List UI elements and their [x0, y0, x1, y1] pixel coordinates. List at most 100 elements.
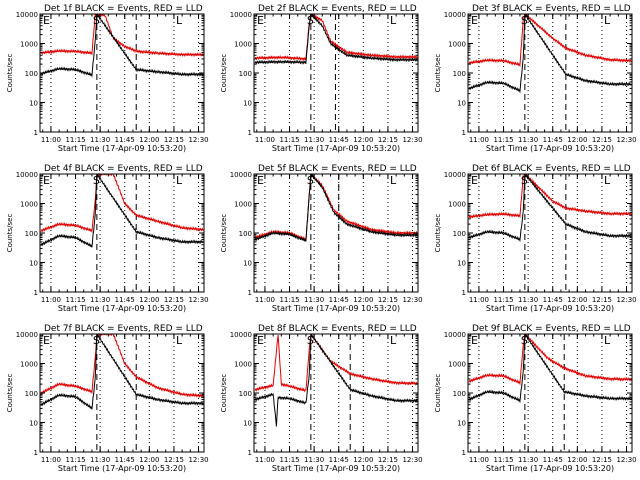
x-tick-label: 11:00 — [41, 456, 61, 464]
x-axis-label: Start Time (17-Apr-09 10:53:20) — [486, 464, 614, 473]
plot-title: Det 8f BLACK = Events, RED = LLD — [258, 324, 417, 334]
phase-marker-l: L — [604, 174, 611, 187]
x-tick-label: 11:45 — [329, 136, 349, 144]
phase-marker-e: E — [43, 174, 50, 187]
y-tick-label: 1 — [462, 129, 466, 137]
phase-marker-l: L — [604, 334, 611, 347]
y-tick-label: 10000 — [444, 331, 466, 339]
phase-marker-s: S — [93, 14, 100, 27]
y-tick-label: 1000 — [448, 41, 466, 49]
lld-series-line — [40, 14, 204, 57]
x-tick-label: 12:15 — [378, 136, 398, 144]
x-tick-label: 11:00 — [469, 296, 489, 304]
phase-marker-l: L — [390, 174, 397, 187]
plot-panel-4: Det 4f BLACK = Events, RED = LLD Counts/s… — [6, 164, 209, 313]
x-tick-label: 11:00 — [469, 456, 489, 464]
y-tick-label: 10000 — [16, 331, 38, 339]
y-tick-label: 100 — [239, 390, 252, 398]
y-tick-label: 1000 — [20, 41, 38, 49]
x-tick-label: 11:30 — [90, 136, 110, 144]
y-tick-label: 100 — [25, 230, 38, 238]
y-axis-label: Counts/sec — [6, 214, 14, 253]
plot-title: Det 1f BLACK = Events, RED = LLD — [44, 4, 203, 14]
x-tick-label: 12:30 — [188, 456, 208, 464]
phase-marker-l: L — [176, 14, 183, 27]
plot-panel-2: Det 2f BLACK = Events, RED = LLD Counts/s… — [220, 4, 423, 153]
x-tick-label: 11:45 — [543, 456, 563, 464]
y-tick-label: 100 — [453, 390, 466, 398]
y-tick-label: 10 — [29, 100, 38, 108]
phase-marker-s: S — [521, 174, 528, 187]
x-tick-label: 12:00 — [139, 296, 159, 304]
phase-marker-e: E — [471, 174, 478, 187]
events-series-line — [468, 334, 632, 404]
plot-frame — [467, 13, 633, 133]
y-tick-label: 100 — [239, 230, 252, 238]
x-tick-label: 12:00 — [353, 456, 373, 464]
x-tick-label: 12:00 — [139, 136, 159, 144]
lld-series-line — [254, 334, 418, 393]
x-tick-label: 12:30 — [188, 296, 208, 304]
x-tick-label: 12:00 — [567, 456, 587, 464]
y-tick-label: 1000 — [448, 201, 466, 209]
x-tick-label: 11:00 — [41, 136, 61, 144]
plot-frame — [467, 333, 633, 453]
x-tick-label: 12:15 — [378, 456, 398, 464]
y-tick-label: 10 — [457, 100, 466, 108]
x-tick-label: 12:15 — [164, 136, 184, 144]
phase-marker-e: E — [257, 174, 264, 187]
y-axis-label: Counts/sec — [220, 54, 228, 93]
x-tick-label: 11:00 — [255, 136, 275, 144]
x-tick-label: 12:30 — [402, 296, 422, 304]
phase-marker-l: L — [176, 334, 183, 347]
x-tick-label: 11:15 — [493, 296, 513, 304]
y-tick-label: 1000 — [234, 41, 252, 49]
x-tick-label: 11:45 — [543, 296, 563, 304]
phase-marker-e: E — [257, 334, 264, 347]
plot-title: Det 7f BLACK = Events, RED = LLD — [44, 324, 203, 334]
y-tick-label: 10 — [29, 420, 38, 428]
x-tick-label: 11:15 — [279, 136, 299, 144]
lld-series-line — [40, 334, 204, 398]
y-axis-label: Counts/sec — [434, 374, 442, 413]
x-tick-label: 11:45 — [329, 456, 349, 464]
x-tick-label: 12:00 — [567, 296, 587, 304]
phase-marker-s: S — [307, 174, 314, 187]
phase-marker-e: E — [257, 14, 264, 27]
lld-series-line — [254, 14, 418, 62]
y-tick-label: 1 — [462, 449, 466, 457]
x-tick-label: 11:45 — [115, 136, 135, 144]
x-axis-label: Start Time (17-Apr-09 10:53:20) — [58, 464, 186, 473]
x-tick-label: 12:30 — [616, 296, 636, 304]
y-tick-label: 100 — [25, 70, 38, 78]
plot-title: Det 2f BLACK = Events, RED = LLD — [258, 4, 417, 14]
plot-title: Det 6f BLACK = Events, RED = LLD — [472, 164, 631, 174]
x-tick-label: 11:30 — [304, 456, 324, 464]
y-tick-label: 100 — [25, 390, 38, 398]
x-axis-label: Start Time (17-Apr-09 10:53:20) — [58, 304, 186, 313]
y-tick-label: 1000 — [234, 361, 252, 369]
x-axis-label: Start Time (17-Apr-09 10:53:20) — [486, 304, 614, 313]
x-tick-label: 11:30 — [90, 456, 110, 464]
phase-marker-s: S — [521, 334, 528, 347]
phase-marker-s: S — [307, 14, 314, 27]
x-tick-label: 12:15 — [592, 456, 612, 464]
y-tick-label: 1 — [34, 129, 38, 137]
x-tick-label: 11:45 — [115, 296, 135, 304]
y-tick-label: 1000 — [20, 361, 38, 369]
phase-marker-s: S — [307, 334, 314, 347]
plot-title: Det 3f BLACK = Events, RED = LLD — [472, 4, 631, 14]
y-axis-label: Counts/sec — [6, 54, 14, 93]
x-tick-label: 11:15 — [65, 136, 85, 144]
y-tick-label: 1 — [34, 449, 38, 457]
phase-marker-l: L — [390, 14, 397, 27]
y-tick-label: 10 — [457, 420, 466, 428]
y-tick-label: 1000 — [20, 201, 38, 209]
y-tick-label: 10 — [243, 420, 252, 428]
y-tick-label: 100 — [239, 70, 252, 78]
plot-panel-6: Det 6f BLACK = Events, RED = LLD Counts/s… — [434, 164, 637, 313]
y-axis-label: Counts/sec — [434, 214, 442, 253]
y-tick-label: 10000 — [230, 171, 252, 179]
plot-frame — [467, 173, 633, 293]
